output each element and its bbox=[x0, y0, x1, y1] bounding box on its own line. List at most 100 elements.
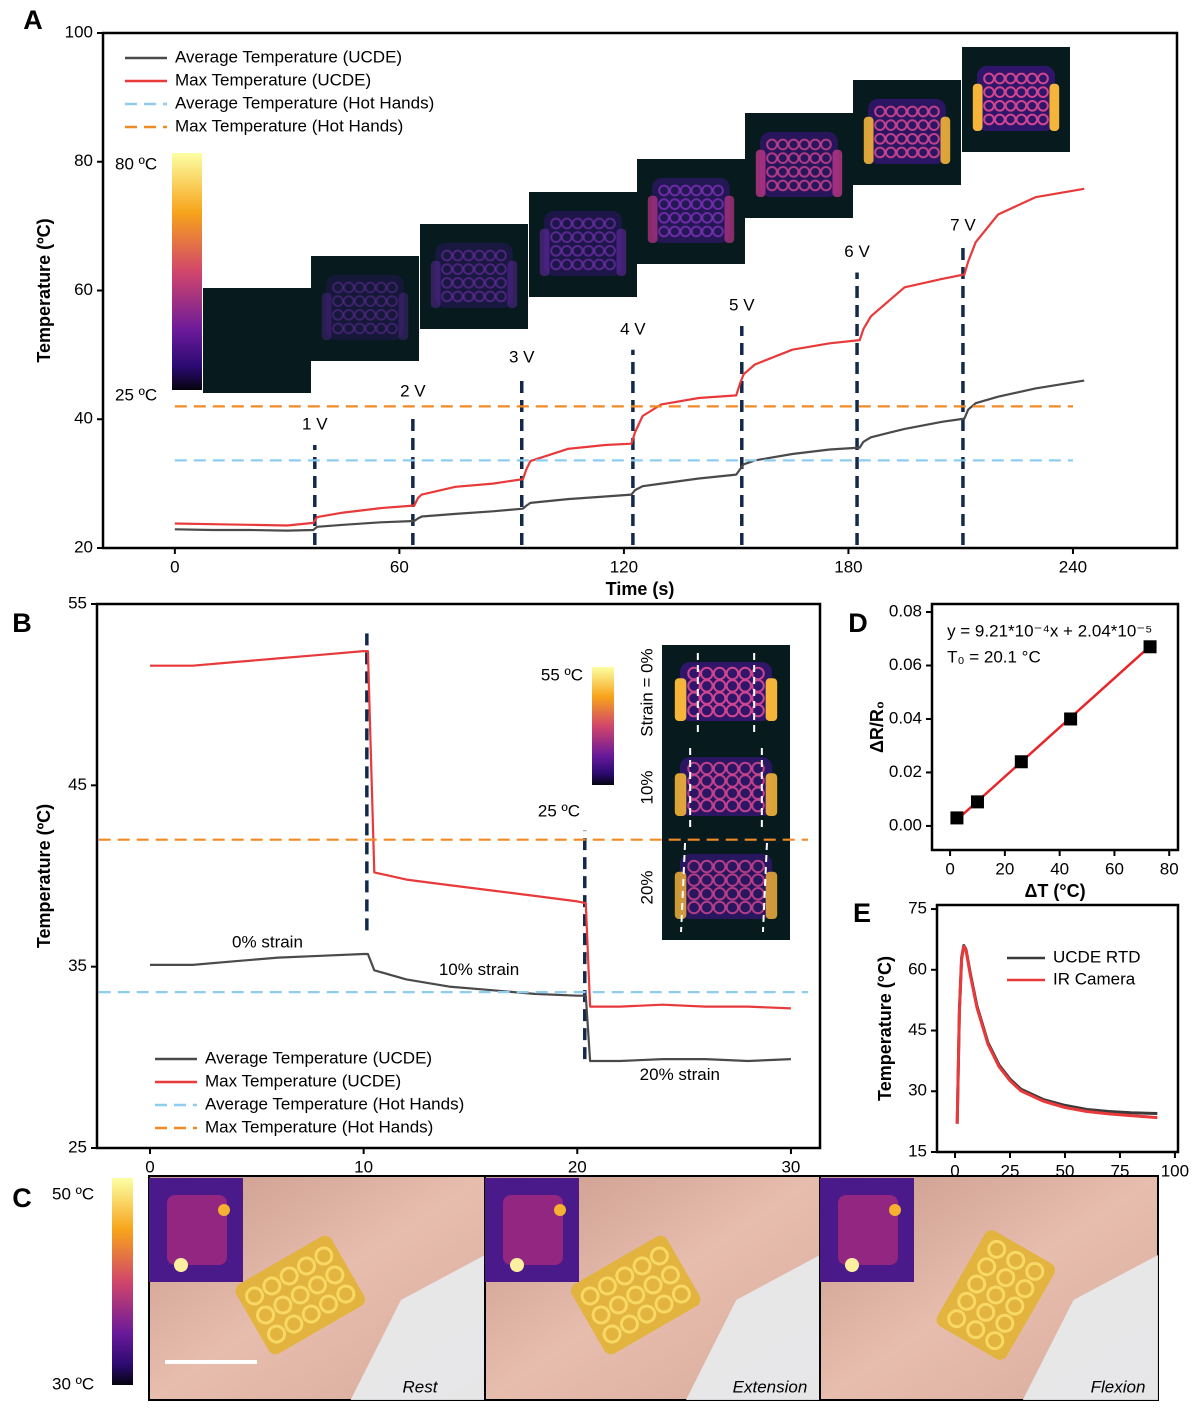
thermal-leg bbox=[832, 149, 843, 197]
x-tick-label: 60 bbox=[390, 557, 409, 576]
thermal-coil bbox=[353, 308, 366, 321]
thermal-coil bbox=[375, 281, 388, 294]
thermal-leg bbox=[616, 228, 627, 276]
device-coil bbox=[1015, 1279, 1035, 1299]
thermal-coil bbox=[604, 244, 616, 257]
thermal-coil bbox=[906, 119, 919, 132]
thermal-coil bbox=[495, 276, 507, 289]
annotation: 10% strain bbox=[439, 960, 519, 979]
device-coil bbox=[597, 1276, 617, 1296]
device-coil bbox=[256, 1305, 276, 1325]
x-tick-label: 0 bbox=[170, 557, 179, 576]
image-label: Strain = 0% bbox=[637, 648, 656, 736]
thermal-coil bbox=[712, 198, 724, 211]
thermal-coil bbox=[687, 798, 701, 813]
thermal-coil bbox=[725, 859, 740, 874]
thermal-coil bbox=[364, 281, 377, 294]
thermal-coil bbox=[386, 308, 398, 321]
device-coil bbox=[977, 1257, 997, 1277]
marker-label: 4 V bbox=[620, 319, 646, 338]
photo-inset-glow bbox=[167, 1195, 227, 1265]
thermal-coil bbox=[375, 308, 388, 321]
device-coil bbox=[996, 1268, 1016, 1288]
thermal-coil bbox=[571, 258, 584, 271]
scatter-point bbox=[970, 795, 984, 809]
x-tick-label: 40 bbox=[1050, 859, 1069, 878]
thermal-coil bbox=[983, 72, 995, 85]
thermal-coil bbox=[687, 703, 701, 718]
thermal-coil bbox=[712, 798, 727, 813]
device-coil bbox=[1025, 1261, 1045, 1281]
thermal-coil bbox=[895, 132, 908, 145]
thermal-coil bbox=[1026, 99, 1039, 112]
device-coil bbox=[1006, 1250, 1026, 1270]
y-tick-label: 0.08 bbox=[889, 602, 922, 621]
y-tick-label: 45 bbox=[908, 1020, 927, 1039]
thermal-coil bbox=[766, 138, 778, 151]
device bbox=[571, 1235, 701, 1355]
device bbox=[235, 1235, 365, 1355]
thermal-coil bbox=[582, 231, 595, 244]
device-coil bbox=[297, 1256, 317, 1276]
thermal-coil bbox=[1004, 99, 1017, 112]
thermal-coil bbox=[386, 322, 398, 335]
y-tick-label: 35 bbox=[68, 956, 87, 975]
thermal-coil bbox=[906, 132, 919, 145]
thermal-coil bbox=[738, 703, 752, 718]
thermal-coil bbox=[725, 798, 740, 813]
thermal-coil bbox=[1037, 72, 1049, 85]
y-tick-label: 80 bbox=[74, 151, 93, 170]
image-label: 20% bbox=[637, 870, 656, 904]
thermal-coil bbox=[495, 290, 507, 303]
thermal-coil bbox=[593, 258, 606, 271]
x-tick-label: 180 bbox=[834, 557, 862, 576]
thermal-coil bbox=[928, 132, 940, 145]
thermal-coil bbox=[809, 179, 822, 192]
image-label: 10% bbox=[637, 770, 656, 804]
thermal-coil bbox=[700, 873, 714, 887]
thermal-coil bbox=[690, 184, 703, 197]
device bbox=[936, 1230, 1055, 1360]
thermal-coil bbox=[560, 258, 573, 271]
thermal-coil bbox=[593, 244, 606, 257]
x-tick-label: 0 bbox=[145, 1157, 154, 1176]
device-coil bbox=[319, 1294, 339, 1314]
thermal-coil bbox=[604, 217, 616, 230]
thermal-coil bbox=[1037, 113, 1049, 126]
x-tick-label: 120 bbox=[610, 557, 638, 576]
thermal-coil bbox=[787, 165, 800, 178]
x-axis-title: ΔT (°C) bbox=[1024, 881, 1085, 901]
plot-frame bbox=[930, 602, 1180, 852]
device-coil bbox=[591, 1305, 611, 1325]
thermal-coil bbox=[738, 900, 752, 915]
thermal-coil bbox=[917, 146, 930, 159]
thermal-coil bbox=[441, 263, 453, 276]
thermal-coil bbox=[386, 281, 398, 294]
thermal-coil bbox=[679, 225, 692, 238]
y-tick-label: 100 bbox=[65, 22, 93, 41]
thermal-coil bbox=[895, 146, 908, 159]
device-coil bbox=[608, 1295, 628, 1315]
x-tick-label: 10 bbox=[354, 1157, 373, 1176]
device-coil bbox=[325, 1265, 345, 1285]
thermal-coil bbox=[1026, 113, 1039, 126]
panel-label: A bbox=[23, 5, 43, 35]
thermal-coil bbox=[701, 184, 714, 197]
series-line bbox=[150, 650, 791, 1010]
photo-caption: Rest bbox=[403, 1377, 439, 1396]
thermal-coil bbox=[473, 263, 486, 276]
panel-label: D bbox=[848, 608, 868, 638]
colorbar-min-label: 30 ºC bbox=[52, 1374, 94, 1393]
thermal-leg bbox=[430, 260, 441, 308]
thermal-coil bbox=[798, 138, 811, 151]
thermal-coil bbox=[658, 211, 670, 224]
colorbar-max-label: 80 ºC bbox=[115, 154, 157, 173]
fit-line bbox=[956, 643, 1153, 821]
thermal-coil bbox=[353, 295, 366, 308]
thermal-coil bbox=[787, 138, 800, 151]
device-coil bbox=[245, 1286, 265, 1306]
x-tick-label: 60 bbox=[1105, 859, 1124, 878]
thermal-leg bbox=[765, 678, 778, 721]
thermal-coil bbox=[604, 258, 616, 271]
photo-inset-hot bbox=[218, 1204, 230, 1216]
